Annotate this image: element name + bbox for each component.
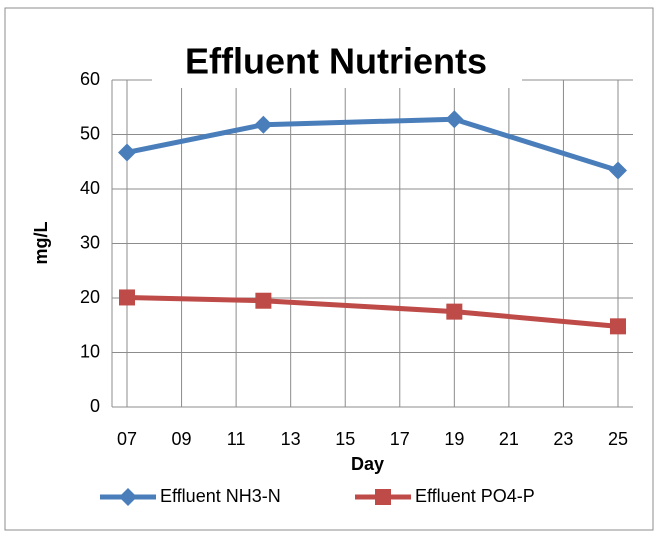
x-tick-label: 09 (172, 429, 192, 449)
y-tick-label: 30 (80, 232, 100, 252)
point (254, 115, 273, 134)
legend-label: Effluent PO4-P (415, 486, 535, 506)
x-tick-label: 11 (227, 429, 246, 449)
y-tick-label: 60 (80, 69, 100, 89)
x-tick-label: 23 (553, 429, 573, 449)
point (446, 303, 463, 320)
series-line (126, 116, 619, 173)
x-axis-label: Day (351, 454, 384, 474)
y-tick-label: 10 (80, 341, 100, 361)
x-tick-label: 13 (281, 429, 301, 449)
x-tick-label: 19 (444, 429, 464, 449)
x-tick-label: 07 (117, 429, 137, 449)
point (118, 143, 137, 162)
point (119, 289, 136, 306)
y-tick-label: 20 (80, 287, 100, 307)
x-tick-label: 15 (335, 429, 355, 449)
y-axis-label: mg/L (31, 221, 51, 264)
legend-marker (375, 489, 391, 505)
legend-label: Effluent NH3-N (160, 486, 281, 506)
point (609, 318, 626, 335)
chart-title: Effluent Nutrients (185, 41, 487, 82)
point (608, 161, 627, 180)
x-tick-label: 17 (390, 429, 410, 449)
legend-marker (119, 488, 137, 506)
series-line (126, 294, 619, 329)
point (445, 110, 464, 129)
x-tick-label: 25 (608, 429, 628, 449)
x-tick-label: 21 (499, 429, 519, 449)
point (255, 292, 272, 309)
y-tick-label: 0 (90, 396, 100, 416)
title-bg (152, 42, 522, 88)
chart-frame (4, 7, 654, 531)
y-tick-label: 40 (80, 178, 100, 198)
y-tick-label: 50 (80, 123, 100, 143)
